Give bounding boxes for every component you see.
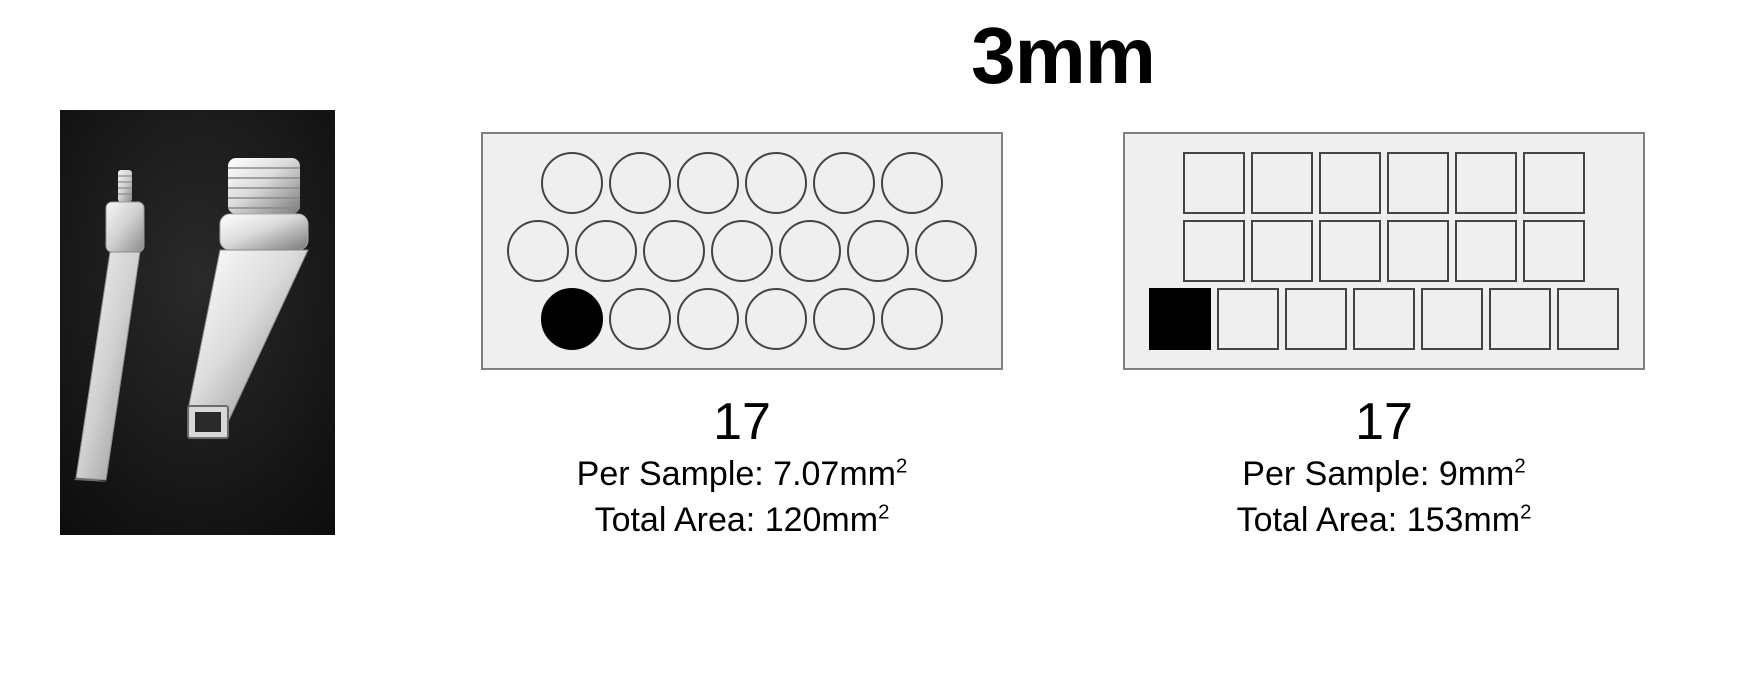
sample-circle [745,288,807,350]
size-heading: 3mm [370,10,1756,102]
sample-square [1353,288,1415,350]
sample-square [1319,152,1381,214]
photo-column [0,0,370,535]
sample-square [1489,288,1551,350]
page-root: 3mm 17Per Sample: 7.07mm2Total Area: 120… [0,0,1756,690]
sample-circle [541,152,603,214]
total-area-sup: 2 [1520,502,1531,524]
count-label: 17 [713,392,771,452]
sample-circle [575,220,637,282]
per-sample-sup: 2 [896,456,907,478]
total-area-label: Total Area: [595,501,765,539]
sample-circle [507,220,569,282]
plate-row [1183,220,1619,282]
sample-circle [881,152,943,214]
tool-photo-svg [60,110,335,535]
count-label: 17 [1355,392,1413,452]
plate-row [507,220,977,282]
sample-square [1523,152,1585,214]
plate-circles [481,132,1003,370]
plate-row [541,288,977,350]
sample-square [1523,220,1585,282]
per-sample-label: Per Sample: [577,455,774,493]
total-area-line: Total Area: 120mm2 [595,498,890,544]
per-sample-value: 9mm [1439,455,1515,493]
sample-square [1251,220,1313,282]
per-sample-line: Per Sample: 9mm2 [1242,452,1525,498]
sample-square [1183,152,1245,214]
sample-circle [541,288,603,350]
total-area-label: Total Area: [1237,501,1407,539]
sample-square [1421,288,1483,350]
total-area-value: 120mm [765,501,878,539]
sample-circle [813,152,875,214]
sample-circle [643,220,705,282]
sample-circle [677,288,739,350]
plate-row [1149,288,1619,350]
per-sample-line: Per Sample: 7.07mm2 [577,452,908,498]
sample-square [1149,288,1211,350]
per-sample-sup: 2 [1514,456,1525,478]
panels-host: 17Per Sample: 7.07mm2Total Area: 120mm21… [370,132,1756,544]
sample-circle [881,288,943,350]
sample-square [1183,220,1245,282]
sample-circle [779,220,841,282]
per-sample-value: 7.07mm [773,455,896,493]
sample-square [1285,288,1347,350]
total-area-value: 153mm [1407,501,1520,539]
per-sample-label: Per Sample: [1242,455,1439,493]
sample-square [1387,152,1449,214]
tool-photo [60,110,335,535]
diagrams-column: 3mm 17Per Sample: 7.07mm2Total Area: 120… [370,0,1756,544]
sample-circle [813,288,875,350]
sample-square [1387,220,1449,282]
sample-square [1557,288,1619,350]
sample-square [1455,220,1517,282]
panel-squares: 17Per Sample: 9mm2Total Area: 153mm2 [1123,132,1645,544]
plate-row [1183,152,1619,214]
sample-circle [609,152,671,214]
panel-circles: 17Per Sample: 7.07mm2Total Area: 120mm2 [481,132,1003,544]
sample-square [1251,152,1313,214]
sample-square [1455,152,1517,214]
plate-row [541,152,977,214]
sample-circle [915,220,977,282]
sample-circle [609,288,671,350]
sample-circle [677,152,739,214]
plate-squares [1123,132,1645,370]
total-area-line: Total Area: 153mm2 [1237,498,1532,544]
sample-circle [847,220,909,282]
sample-square [1217,288,1279,350]
total-area-sup: 2 [878,502,889,524]
sample-square [1319,220,1381,282]
sample-circle [745,152,807,214]
sample-circle [711,220,773,282]
